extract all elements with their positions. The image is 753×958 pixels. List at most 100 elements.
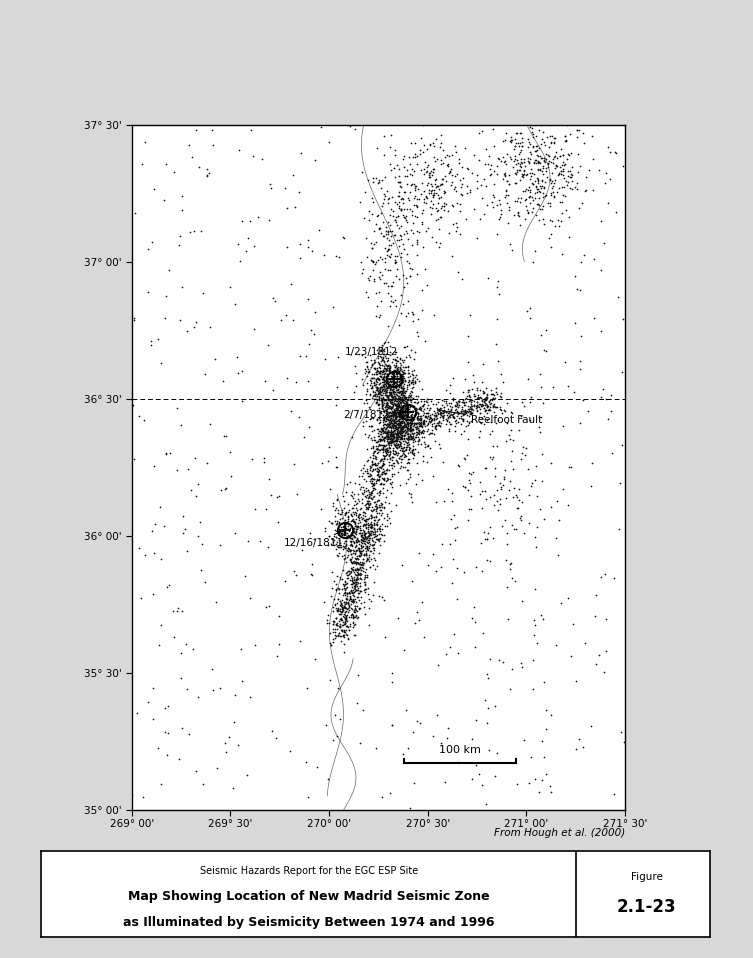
Point — [343, 590, 355, 605]
Point — [553, 166, 566, 181]
Point — [545, 499, 557, 514]
Point — [353, 493, 365, 509]
Point — [553, 218, 566, 234]
Point — [373, 459, 386, 474]
Point — [616, 438, 628, 453]
Point — [536, 173, 548, 189]
Point — [372, 429, 384, 445]
Point — [447, 408, 459, 423]
Point — [435, 176, 447, 192]
Point — [436, 398, 448, 413]
Point — [328, 528, 340, 543]
Point — [411, 713, 423, 728]
Point — [397, 408, 409, 423]
Point — [392, 393, 404, 408]
Point — [459, 402, 471, 418]
Point — [335, 611, 347, 627]
Point — [399, 374, 411, 389]
Point — [457, 407, 469, 422]
Point — [374, 307, 386, 322]
Point — [352, 565, 364, 581]
Point — [389, 433, 401, 448]
Point — [139, 548, 151, 563]
Point — [413, 400, 425, 416]
Point — [352, 585, 364, 601]
Point — [387, 383, 399, 399]
Point — [392, 209, 404, 224]
Point — [358, 184, 370, 199]
Point — [404, 376, 416, 391]
Point — [395, 430, 407, 445]
Point — [386, 717, 398, 732]
Point — [355, 546, 367, 561]
Point — [340, 521, 352, 536]
Point — [369, 481, 381, 496]
Point — [370, 255, 383, 270]
Point — [453, 458, 465, 473]
Point — [381, 366, 393, 381]
Point — [371, 445, 383, 461]
Point — [419, 410, 431, 425]
Text: as Illuminated by Seismicity Between 1974 and 1996: as Illuminated by Seismicity Between 197… — [123, 916, 495, 929]
Point — [379, 393, 391, 408]
Point — [393, 407, 405, 422]
Point — [380, 361, 392, 376]
Point — [384, 428, 396, 444]
Point — [368, 273, 380, 288]
Point — [353, 468, 365, 484]
Point — [376, 363, 389, 378]
Point — [380, 473, 392, 489]
Point — [397, 412, 409, 427]
Point — [532, 181, 544, 196]
Point — [419, 436, 431, 451]
Point — [387, 433, 399, 448]
Point — [385, 407, 397, 422]
Point — [368, 388, 380, 403]
Point — [327, 616, 339, 631]
Point — [402, 454, 414, 469]
Point — [431, 203, 443, 218]
Point — [389, 169, 401, 184]
Point — [390, 380, 402, 396]
Point — [422, 406, 434, 422]
Point — [441, 414, 453, 429]
Point — [351, 548, 363, 563]
Point — [409, 178, 421, 194]
Point — [346, 606, 358, 622]
Point — [206, 122, 218, 137]
Point — [404, 420, 416, 435]
Point — [379, 441, 391, 456]
Point — [386, 449, 398, 465]
Point — [398, 400, 410, 416]
Point — [431, 404, 444, 420]
Point — [385, 433, 397, 448]
Point — [401, 405, 413, 421]
Point — [338, 645, 350, 660]
Point — [343, 598, 355, 613]
Point — [369, 377, 381, 393]
Point — [355, 523, 367, 538]
Point — [347, 615, 359, 630]
Point — [468, 398, 480, 413]
Point — [349, 475, 361, 490]
Point — [427, 189, 439, 204]
Point — [564, 163, 576, 178]
Point — [431, 411, 443, 426]
Point — [397, 420, 409, 435]
Point — [404, 408, 416, 423]
Point — [373, 484, 386, 499]
Point — [452, 457, 464, 472]
Point — [474, 401, 486, 417]
Point — [331, 615, 343, 630]
Point — [427, 728, 439, 743]
Point — [392, 402, 404, 418]
Point — [236, 393, 248, 408]
Point — [371, 521, 383, 536]
Point — [381, 408, 393, 423]
Point — [394, 435, 406, 450]
Point — [389, 390, 401, 405]
Point — [386, 365, 398, 380]
Point — [365, 353, 377, 368]
Point — [535, 163, 547, 178]
Point — [384, 435, 396, 450]
